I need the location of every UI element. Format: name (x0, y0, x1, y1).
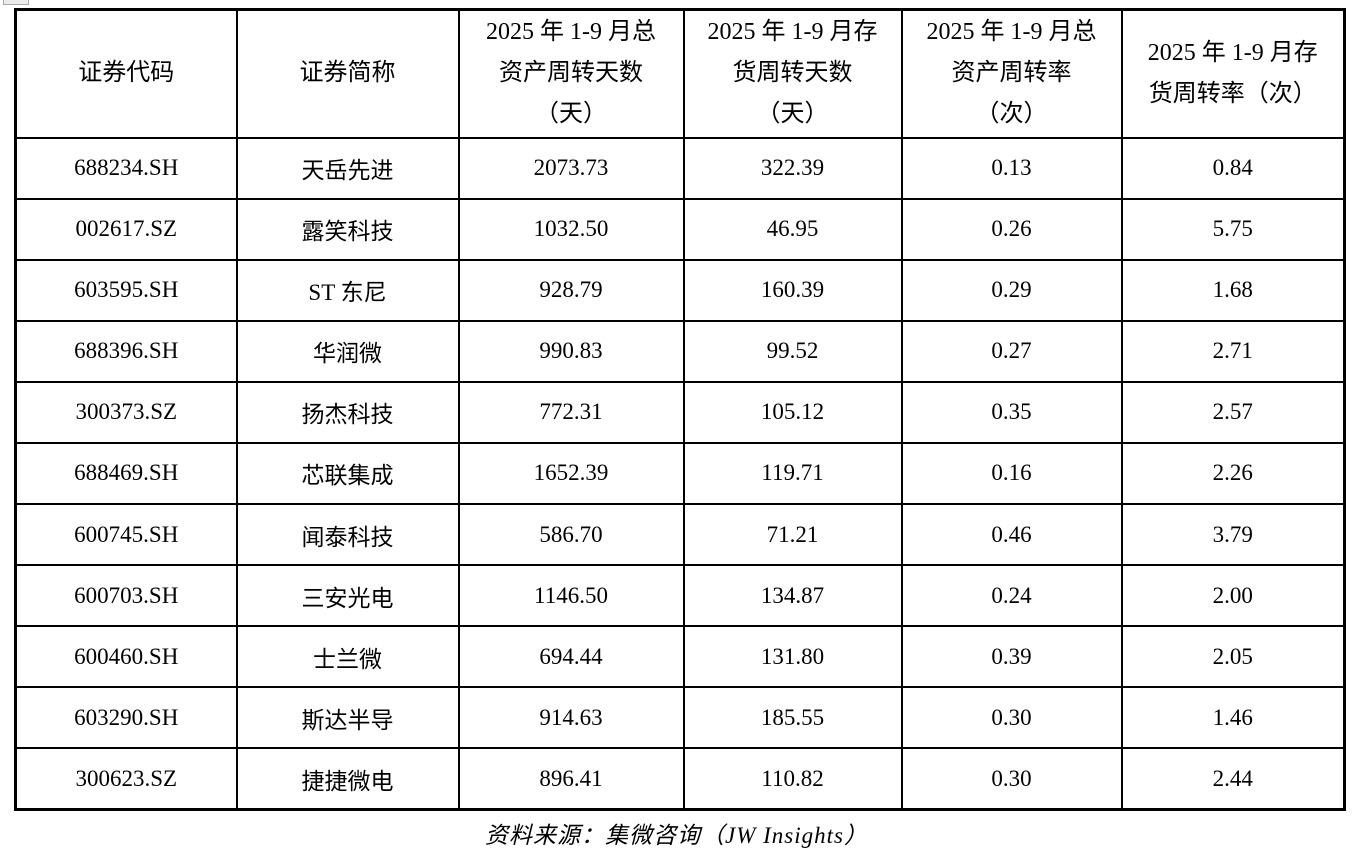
table-cell: 5.75 (1120, 197, 1346, 261)
table-cell: 603595.SH (14, 258, 238, 322)
table-cell: 928.79 (457, 258, 685, 322)
header-inventory-turnover-rate: 2025 年 1-9 月存 货周转率（次） (1120, 8, 1346, 139)
table-cell: 694.44 (457, 625, 685, 689)
table-cell: 119.71 (682, 441, 903, 505)
table-cell: 0.30 (900, 686, 1123, 750)
table-cell: 131.80 (682, 625, 903, 689)
table-cell: 600703.SH (14, 564, 238, 628)
header-security-name: 证券简称 (235, 8, 460, 139)
window-edge-artifact (3, 0, 29, 5)
table-cell: 2.71 (1120, 319, 1346, 383)
table-row: 603290.SH 斯达半导 914.63 185.55 0.30 1.46 (14, 686, 1346, 750)
table-row: 300623.SZ 捷捷微电 896.41 110.82 0.30 2.44 (14, 747, 1346, 811)
table-cell: 0.30 (900, 747, 1123, 811)
table-cell: 天岳先进 (235, 136, 460, 200)
table-cell: 士兰微 (235, 625, 460, 689)
table-cell: 0.46 (900, 502, 1123, 567)
table-cell: 捷捷微电 (235, 747, 460, 811)
table-cell: 300623.SZ (14, 747, 238, 811)
table-body: 688234.SH 天岳先进 2073.73 322.39 0.13 0.84 002617… (14, 136, 1346, 811)
table-cell: 闻泰科技 (235, 502, 460, 567)
table-cell: 0.13 (900, 136, 1123, 200)
table-cell: 0.35 (900, 380, 1123, 444)
table-cell: 896.41 (457, 747, 685, 811)
table-cell: 99.52 (682, 319, 903, 383)
table-row: 603595.SH ST 东尼 928.79 160.39 0.29 1.68 (14, 258, 1346, 322)
table-row: 300373.SZ 扬杰科技 772.31 105.12 0.35 2.57 (14, 380, 1346, 444)
table-cell: 2.00 (1120, 564, 1346, 628)
table-row: 600460.SH 士兰微 694.44 131.80 0.39 2.05 (14, 625, 1346, 689)
header-total-asset-turnover-days: 2025 年 1-9 月总 资产周转天数 （天） (457, 8, 685, 139)
table-row: 600745.SH 闻泰科技 586.70 71.21 0.46 3.79 (14, 502, 1346, 567)
header-security-code: 证券代码 (14, 8, 238, 139)
table-cell: 300373.SZ (14, 380, 238, 444)
table-cell: 0.27 (900, 319, 1123, 383)
header-inventory-turnover-days: 2025 年 1-9 月存 货周转天数 （天） (682, 8, 903, 139)
table-cell: 0.24 (900, 564, 1123, 628)
table-cell: 2073.73 (457, 136, 685, 200)
table-cell: 1.46 (1120, 686, 1346, 750)
table-cell: 1.68 (1120, 258, 1346, 322)
table-row: 600703.SH 三安光电 1146.50 134.87 0.24 2.00 (14, 564, 1346, 628)
source-note: 资料来源：集微咨询（JW Insights） (485, 823, 868, 848)
table-cell: 三安光电 (235, 564, 460, 628)
table-cell: 露笑科技 (235, 197, 460, 261)
table-header: 证券代码 证券简称 2025 年 1-9 月总 资产周转天数 （天） 2025 … (14, 8, 1346, 139)
table-cell: 华润微 (235, 319, 460, 383)
table-row: 002617.SZ 露笑科技 1032.50 46.95 0.26 5.75 (14, 197, 1346, 261)
table-cell: 603290.SH (14, 686, 238, 750)
table-cell: 1652.39 (457, 441, 685, 505)
table-cell: 46.95 (682, 197, 903, 261)
table-cell: 0.26 (900, 197, 1123, 261)
table-cell: 0.39 (900, 625, 1123, 689)
header-total-asset-turnover-rate: 2025 年 1-9 月总 资产周转率 （次） (900, 8, 1123, 139)
table-cell: 688469.SH (14, 441, 238, 505)
table-cell: 914.63 (457, 686, 685, 750)
header-row: 证券代码 证券简称 2025 年 1-9 月总 资产周转天数 （天） 2025 … (14, 8, 1346, 139)
table-cell: 134.87 (682, 564, 903, 628)
table-cell: 2.26 (1120, 441, 1346, 505)
table-cell: 0.16 (900, 441, 1123, 505)
table-cell: 2.05 (1120, 625, 1346, 689)
table-row: 688396.SH 华润微 990.83 99.52 0.27 2.71 (14, 319, 1346, 383)
table-cell: 0.84 (1120, 136, 1346, 200)
table-cell: 688396.SH (14, 319, 238, 383)
table-row: 688234.SH 天岳先进 2073.73 322.39 0.13 0.84 (14, 136, 1346, 200)
table-cell: 586.70 (457, 502, 685, 567)
table-cell: 002617.SZ (14, 197, 238, 261)
table-cell: 772.31 (457, 380, 685, 444)
table-cell: 0.29 (900, 258, 1123, 322)
table-cell: 185.55 (682, 686, 903, 750)
table-cell: 3.79 (1120, 502, 1346, 567)
table-cell: 71.21 (682, 502, 903, 567)
table-cell: 1032.50 (457, 197, 685, 261)
table-cell: 688234.SH (14, 136, 238, 200)
table-cell: 990.83 (457, 319, 685, 383)
table-cell: 2.44 (1120, 747, 1346, 811)
turnover-data-table: 证券代码 证券简称 2025 年 1-9 月总 资产周转天数 （天） 2025 … (14, 8, 1346, 811)
table-cell: 160.39 (682, 258, 903, 322)
table-cell: 扬杰科技 (235, 380, 460, 444)
table-cell: 105.12 (682, 380, 903, 444)
table-cell: 2.57 (1120, 380, 1346, 444)
table-cell: 600460.SH (14, 625, 238, 689)
table-row: 688469.SH 芯联集成 1652.39 119.71 0.16 2.26 (14, 441, 1346, 505)
table-cell: 600745.SH (14, 502, 238, 567)
table-cell: 1146.50 (457, 564, 685, 628)
table-cell: 芯联集成 (235, 441, 460, 505)
table-cell: 322.39 (682, 136, 903, 200)
table-cell: 斯达半导 (235, 686, 460, 750)
table-cell: ST 东尼 (235, 258, 460, 322)
table-cell: 110.82 (682, 747, 903, 811)
